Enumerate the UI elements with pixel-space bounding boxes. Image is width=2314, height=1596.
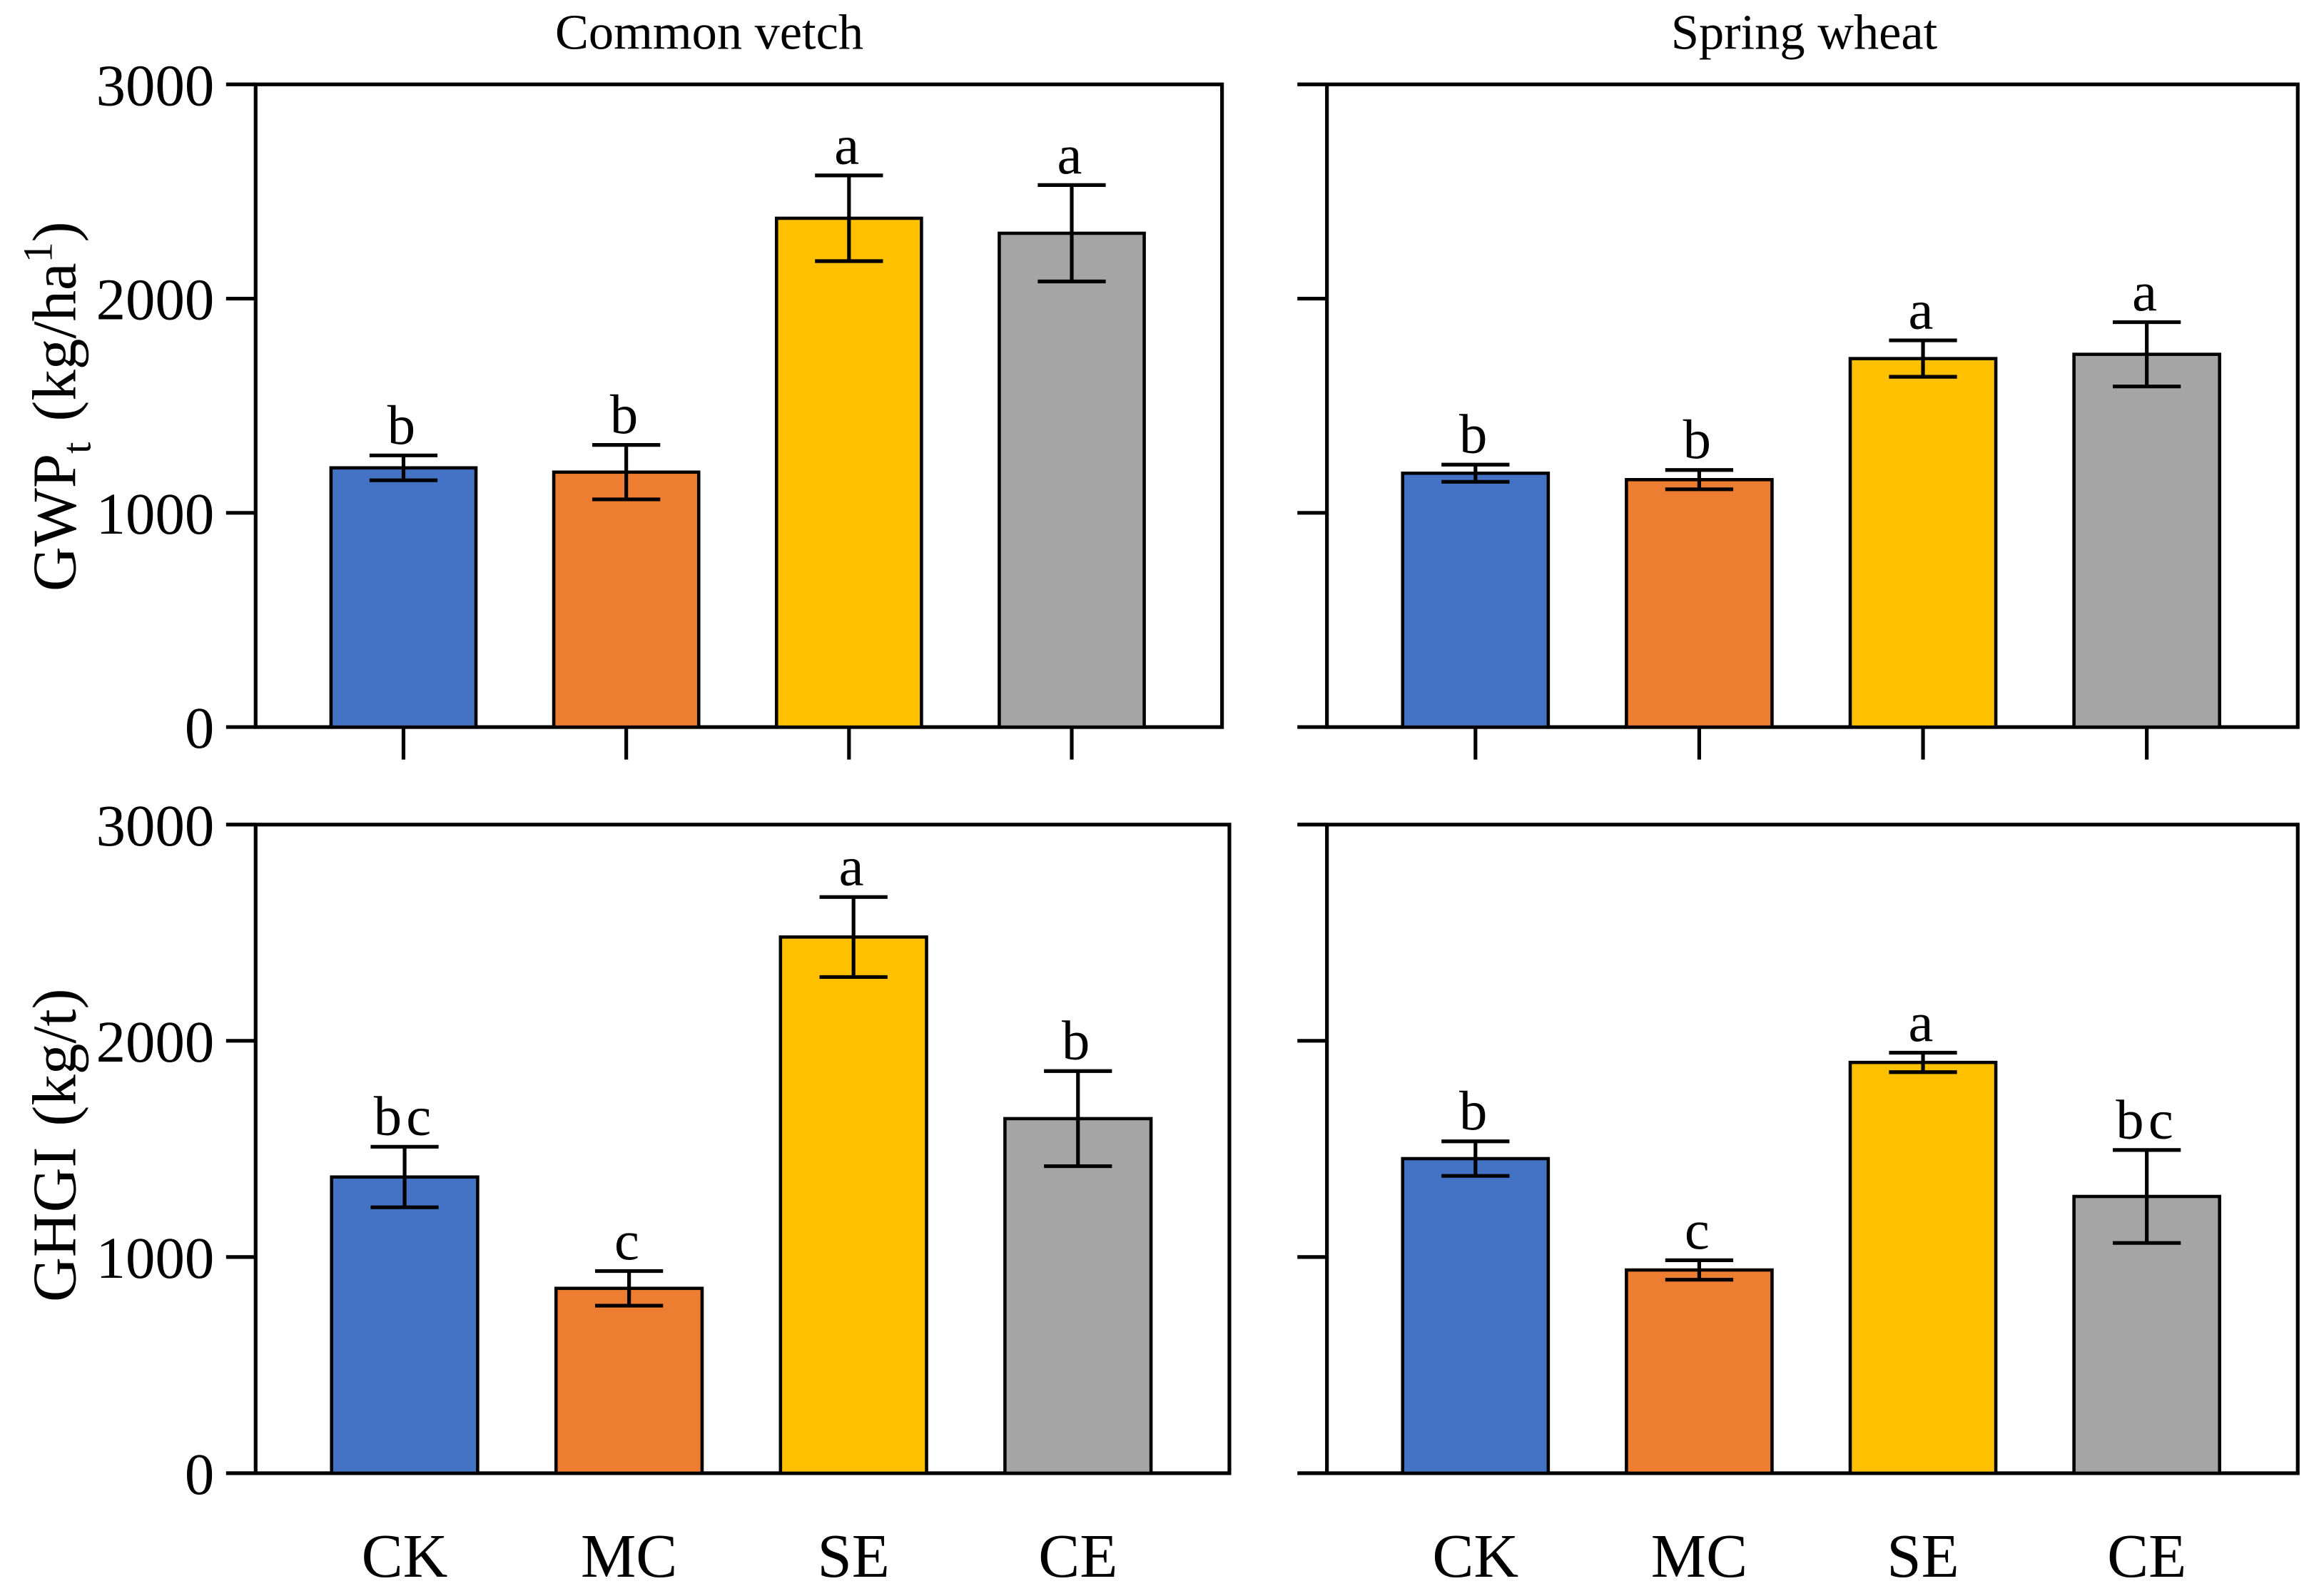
panel-ghgi-wheat: b CK c MC a SE bc CE (1297, 823, 2300, 1590)
panel-gwpt-wheat: b b a a Spring wheat (1297, 5, 2300, 760)
y-tick-label: 0 (185, 695, 214, 761)
bar-se (774, 216, 923, 729)
y-axis-title: GWPt (kg/ha1) (14, 221, 99, 591)
y-axis-title-close: ) (20, 221, 89, 242)
bar-ck (329, 466, 478, 729)
significance-letter: b (610, 384, 643, 446)
significance-letter: b (1683, 409, 1716, 471)
significance-letter: bc (2116, 1089, 2178, 1151)
x-tick-label: CK (362, 1521, 448, 1590)
bar-se (1848, 1060, 1998, 1475)
significance-letter: a (1908, 280, 1937, 342)
significance-letter: a (834, 114, 863, 176)
bar-se (1848, 357, 1998, 729)
significance-letter: b (1459, 1080, 1492, 1142)
panel-ghgi-vetch: 0 1000 2000 3000 bc CK c MC a SE b CE GHGI (kg/t) (20, 793, 1232, 1590)
x-tick-label: CK (1432, 1521, 1518, 1590)
y-axis-title-main: GWP (20, 454, 89, 591)
bar-mc (1625, 477, 1774, 729)
x-tick-label: MC (1651, 1521, 1747, 1590)
plot-frame (1325, 82, 2300, 729)
significance-letter: b (1062, 1010, 1095, 1072)
y-tick-label: 0 (185, 1441, 214, 1507)
x-tick-label: SE (1887, 1521, 1959, 1590)
significance-letter: a (1057, 124, 1086, 186)
plot-frame (1325, 823, 2300, 1475)
bar-ce (1003, 1117, 1153, 1475)
y-axis-title: GHGI (kg/t) (20, 988, 89, 1302)
x-tick-label: CE (2107, 1521, 2186, 1590)
bar-ce (2072, 352, 2221, 729)
significance-letter: a (2132, 261, 2161, 323)
bar-ce (998, 231, 1146, 729)
x-tick-label: CE (1038, 1521, 1117, 1590)
plot-frame (253, 82, 1224, 729)
significance-letter: c (1685, 1199, 1714, 1261)
bar-se (778, 935, 928, 1475)
x-tick-label: MC (581, 1521, 677, 1590)
panel-gwpt-vetch: 0 1000 2000 3000 b b a a Common vetch GWPt (kg/ha1… (14, 5, 1224, 761)
panel-title: Common vetch (555, 5, 863, 61)
significance-letter: bc (374, 1086, 436, 1148)
y-axis-title-main: GHGI (20, 1147, 89, 1302)
y-tick-label: 1000 (96, 481, 215, 547)
significance-letter: a (1908, 992, 1937, 1054)
y-tick-label: 2000 (96, 267, 215, 332)
bar-mc (552, 470, 701, 729)
plot-frame (253, 823, 1232, 1475)
significance-letter: c (614, 1210, 644, 1272)
bar-ck (1401, 1157, 1551, 1475)
significance-letter: a (839, 836, 868, 898)
significance-letter: b (387, 395, 420, 457)
y-axis-title-subscript: t (53, 442, 99, 454)
y-tick-label: 3000 (96, 793, 215, 858)
panel-title: Spring wheat (1671, 5, 1938, 61)
y-tick-label: 3000 (96, 52, 215, 118)
bar-mc (1625, 1268, 1774, 1475)
x-tick-label: SE (817, 1521, 890, 1590)
y-axis-title-unit: (kg/ha (20, 263, 89, 421)
y-axis-title-superscript: 1 (14, 242, 61, 263)
bar-mc (554, 1286, 704, 1475)
significance-letter: b (1459, 404, 1492, 466)
y-tick-label: 1000 (96, 1225, 215, 1291)
y-axis-title-unit: (kg/t) (20, 988, 89, 1126)
bar-ck (1401, 471, 1551, 729)
bar-ck (330, 1175, 479, 1475)
y-tick-label: 2000 (96, 1009, 215, 1074)
